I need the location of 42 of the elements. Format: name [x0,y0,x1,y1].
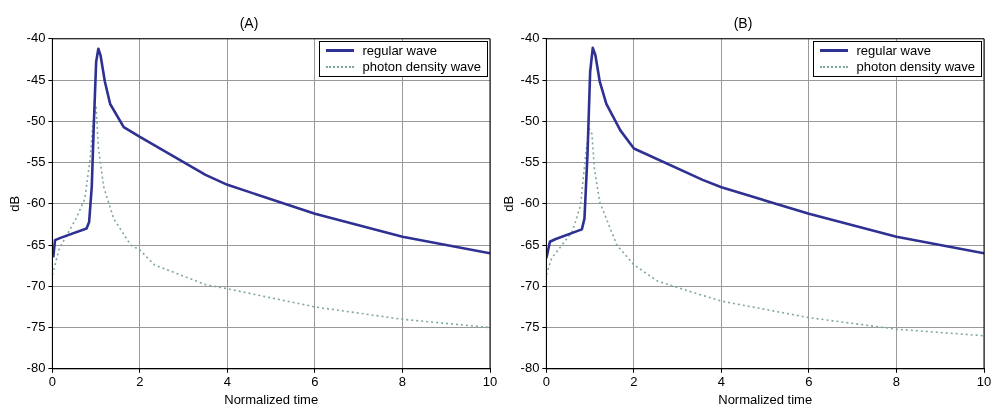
y-tick-label: -70 [520,277,540,293]
y-tick-label: -60 [26,195,46,211]
y-tick-label: -40 [26,30,46,46]
x-tick-label: 10 [482,374,498,390]
x-tick-label: 10 [976,374,992,390]
x-tick-label: 8 [398,374,407,390]
legend-label: regular wave [856,42,931,59]
chart-title: (A) [239,15,259,32]
x-tick-label: 4 [717,374,726,390]
y-tick-label: -40 [520,30,540,46]
y-axis-title: dB [501,195,517,212]
y-tick-label: -55 [26,154,46,170]
x-tick-label: 4 [223,374,232,390]
y-tick-label: -70 [26,277,46,293]
y-tick-label: -60 [520,195,540,211]
y-tick-label: -75 [520,319,540,335]
x-tick-label: 6 [805,374,813,390]
chart-title: (B) [733,15,753,32]
y-tick-label: -80 [26,360,46,376]
y-tick-label: -50 [520,112,540,128]
y-tick-label: -45 [26,71,46,87]
y-tick-label: -80 [520,360,540,376]
y-axis-title: dB [7,195,23,212]
x-tick-label: 0 [542,374,551,390]
x-axis-title: Normalized time [718,391,813,407]
y-tick-label: -65 [26,236,46,252]
y-tick-label: -50 [26,112,46,128]
legend-label: photon density wave [362,58,481,75]
y-tick-label: -55 [520,154,540,170]
legend-label: regular wave [362,42,437,59]
y-tick-label: -75 [26,319,46,335]
x-tick-label: 2 [136,374,144,390]
line-series [52,106,490,329]
x-tick-label: 2 [630,374,638,390]
x-tick-label: 8 [892,374,901,390]
legend-label: photon density wave [856,58,975,75]
y-tick-label: -65 [520,236,540,252]
x-tick-label: 0 [48,374,57,390]
y-tick-label: -45 [520,71,540,87]
line-series [546,127,984,337]
x-tick-label: 6 [311,374,319,390]
x-axis-title: Normalized time [224,391,319,407]
